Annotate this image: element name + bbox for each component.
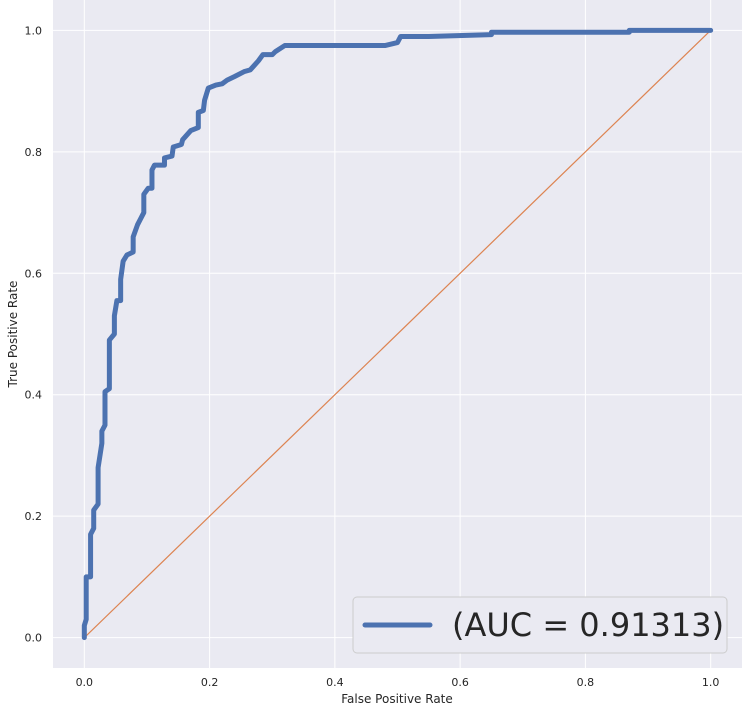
x-tick-label: 0.0 [76, 676, 94, 689]
legend-label: (AUC = 0.91313) [452, 606, 724, 644]
y-tick-label: 0.0 [25, 632, 43, 645]
roc-curve-line [81, 27, 714, 641]
y-tick-label: 1.0 [25, 24, 43, 37]
y-tick-label: 0.2 [25, 510, 43, 523]
legend: (AUC = 0.91313) [352, 596, 728, 654]
x-tick-label: 0.2 [201, 676, 219, 689]
x-tick-labels: 0.0 0.2 0.4 0.6 0.8 1.0 [76, 676, 720, 689]
y-tick-labels: 0.0 0.2 0.4 0.6 0.8 1.0 [25, 24, 43, 644]
x-tick-label: 0.6 [451, 676, 469, 689]
y-tick-label: 0.4 [25, 389, 43, 402]
y-axis-title: True Positive Rate [6, 281, 20, 389]
legend-box [352, 596, 728, 654]
x-tick-label: 0.4 [326, 676, 344, 689]
x-tick-label: 0.8 [577, 676, 595, 689]
y-tick-label: 0.8 [25, 146, 43, 159]
x-tick-label: 1.0 [702, 676, 720, 689]
x-axis-title: False Positive Rate [341, 692, 453, 706]
chance-diagonal-line [83, 29, 712, 639]
series-layer [81, 27, 714, 641]
y-tick-label: 0.6 [25, 267, 43, 280]
grid-lines [53, 0, 742, 668]
